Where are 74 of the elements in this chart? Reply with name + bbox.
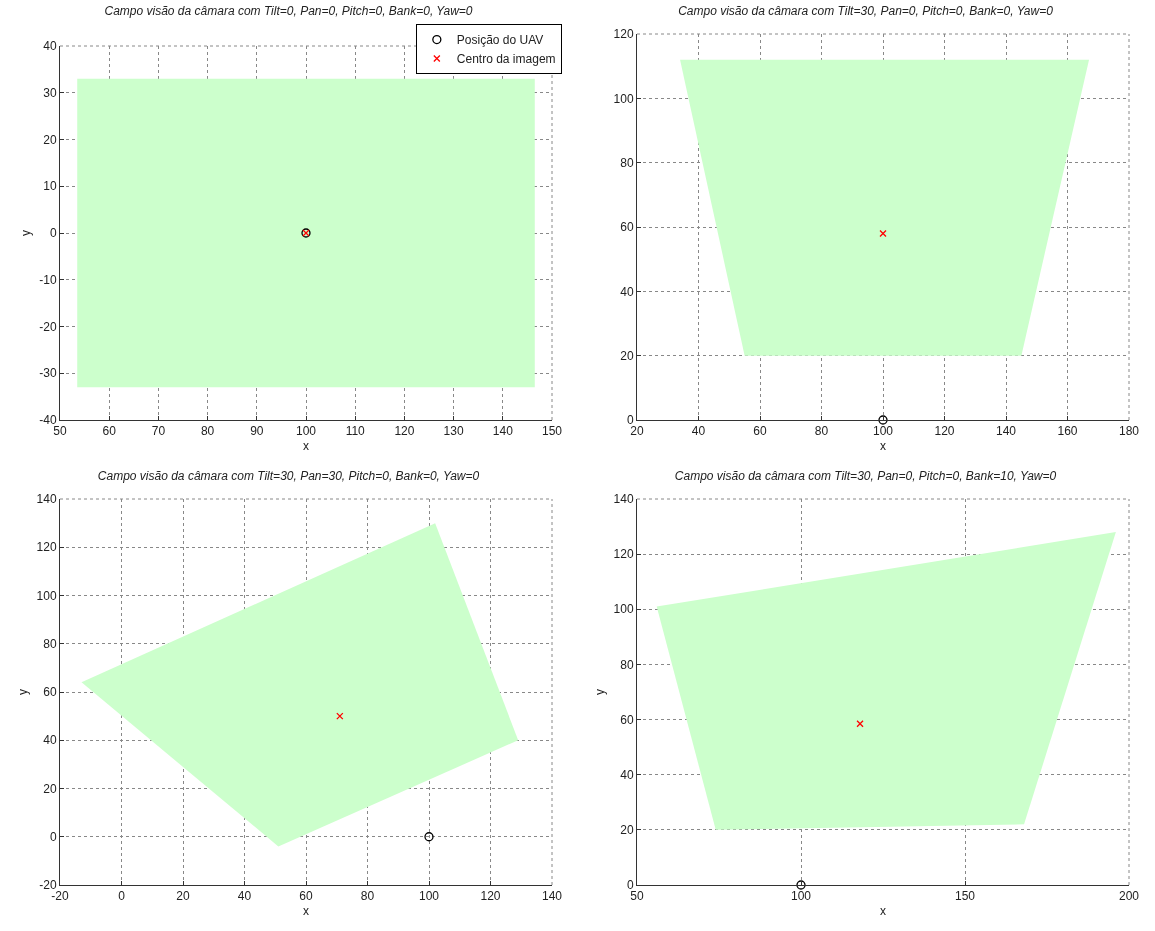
x-tick-label: 100	[872, 424, 894, 439]
y-tick-label: 60	[620, 712, 634, 727]
x-axis-title: x	[880, 439, 886, 454]
y-tick-label: -10	[39, 272, 57, 287]
x-tick-label: 80	[360, 889, 375, 904]
y-axis-title: y	[592, 689, 607, 695]
x-tick-label: 100	[418, 889, 440, 904]
x-tick-label: 110	[345, 424, 366, 439]
x-tick-label: 200	[1118, 889, 1140, 904]
y-tick-label: 80	[620, 657, 634, 672]
y-tick-label: 100	[613, 91, 634, 106]
chart-title: Campo visão da câmara com Tilt=0, Pan=0, Pitch=0, Bank=0, Yaw=0	[104, 4, 473, 19]
y-tick-label: 40	[43, 39, 57, 54]
x-tick-label: 60	[299, 889, 313, 904]
y-tick-label: 140	[36, 492, 57, 507]
y-tick-label: 20	[620, 823, 634, 838]
x-tick-label: 60	[753, 424, 767, 439]
x-tick-label: 160	[1057, 424, 1078, 439]
x-axis-title: x	[303, 439, 309, 454]
y-tick-label: 60	[620, 220, 634, 235]
x-axis-title: x	[303, 904, 309, 919]
x-tick-label: 120	[480, 889, 501, 904]
y-tick-label: 20	[620, 348, 634, 363]
y-tick-label: 20	[43, 781, 57, 796]
x-tick-label: 90	[250, 424, 264, 439]
y-tick-label: 40	[620, 767, 634, 782]
y-tick-label: 40	[43, 733, 57, 748]
chart-title: Campo visão da câmara com Tilt=30, Pan=30, Pitch=0, Bank=0, Yaw=0	[97, 469, 480, 484]
x-axis-title: x	[880, 904, 886, 919]
x-tick-label: 80	[814, 424, 829, 439]
x-tick-label: 120	[934, 424, 955, 439]
x-tick-label: 60	[102, 424, 117, 439]
x-tick-label: 50	[630, 889, 644, 904]
x-tick-label: 40	[691, 424, 706, 439]
y-axis-title: y	[15, 689, 30, 695]
y-tick-label: 120	[613, 547, 634, 562]
x-tick-label: 70	[151, 424, 166, 439]
legend-label: Centro da imagem	[456, 52, 556, 67]
y-tick-label: 40	[620, 284, 634, 299]
x-tick-label: 100	[295, 424, 317, 439]
x-tick-label: 100	[790, 889, 812, 904]
x-tick-label: 140	[995, 424, 1017, 439]
y-tick-label: 80	[43, 636, 57, 651]
x-tick-label: 50	[53, 424, 67, 439]
y-tick-label: 120	[613, 27, 634, 42]
chart-title: Campo visão da câmara com Tilt=30, Pan=0, Pitch=0, Bank=10, Yaw=0	[674, 469, 1057, 484]
x-tick-label: 20	[176, 889, 190, 904]
y-tick-label: 120	[36, 540, 57, 555]
y-tick-label: 80	[620, 155, 634, 170]
y-tick-label: 10	[43, 179, 57, 194]
y-tick-label: 30	[43, 85, 57, 100]
x-tick-label: 150	[541, 424, 563, 439]
y-tick-label: -20	[39, 878, 57, 893]
y-tick-label: 100	[36, 588, 57, 603]
y-tick-label: 60	[43, 685, 57, 700]
y-axis-title: y	[18, 230, 33, 236]
x-tick-label: 180	[1118, 424, 1140, 439]
x-tick-label: 80	[200, 424, 215, 439]
y-tick-label: 0	[49, 226, 57, 241]
x-tick-label: 0	[118, 889, 126, 904]
y-tick-label: -20	[39, 319, 57, 334]
y-tick-label: 20	[43, 132, 57, 147]
x-tick-label: 140	[492, 424, 514, 439]
legend-label: Posição do UAV	[456, 33, 544, 48]
x-tick-label: 140	[541, 889, 563, 904]
y-tick-label: 100	[613, 602, 634, 617]
chart-title: Campo visão da câmara com Tilt=30, Pan=0, Pitch=0, Bank=0, Yaw=0	[678, 4, 1054, 19]
x-tick-label: 120	[394, 424, 415, 439]
x-tick-label: 150	[954, 889, 976, 904]
y-tick-label: -30	[39, 366, 57, 381]
x-tick-label: 40	[237, 889, 252, 904]
y-tick-label: 140	[613, 492, 634, 507]
x-tick-label: 130	[443, 424, 464, 439]
y-tick-label: 0	[49, 829, 57, 844]
